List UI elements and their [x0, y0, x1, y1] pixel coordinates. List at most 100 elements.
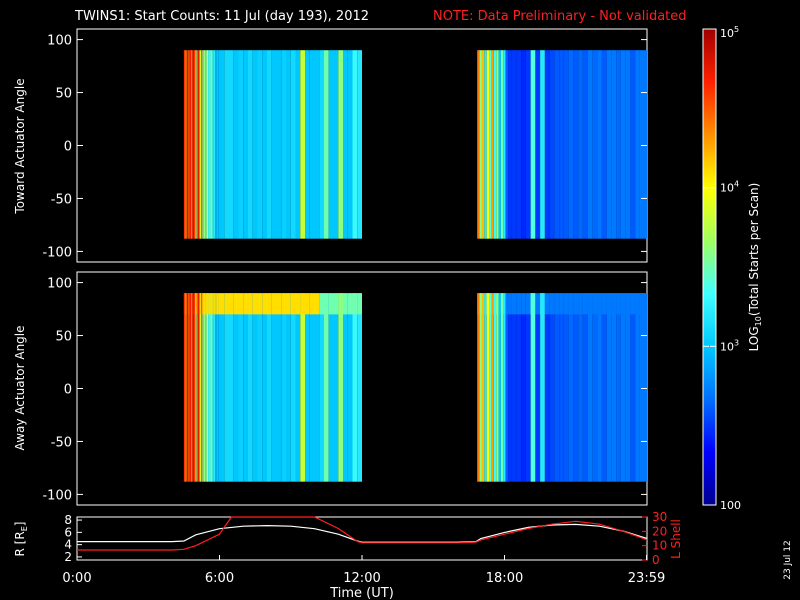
ytick-label: 100 — [47, 34, 72, 49]
heatmap-cell — [233, 293, 239, 482]
ytick-label: 50 — [55, 87, 72, 102]
heatmap-cell — [206, 293, 209, 482]
colorbar-tick-label: 100 — [720, 499, 741, 512]
heatmap-cell — [639, 293, 648, 482]
heatmap-band-cell — [554, 293, 560, 315]
heatmap-cell — [491, 50, 494, 239]
colorbar-tick-label: 103 — [720, 338, 739, 353]
heatmap-cell — [188, 50, 190, 239]
heatmap-cell — [582, 50, 588, 239]
heatmap-band-cell — [606, 293, 612, 315]
heatmap-cell — [212, 50, 214, 239]
heatmap-band-cell — [295, 293, 301, 315]
heatmap-band-cell — [601, 293, 607, 315]
heatmap-cell — [276, 50, 282, 239]
heatmap-cell — [347, 293, 353, 482]
heatmap-band-cell — [300, 293, 305, 315]
heatmap-cell — [505, 50, 509, 239]
heatmap-band-cell — [212, 293, 214, 315]
heatmap-cell — [597, 50, 602, 239]
heatmap-band-cell — [188, 293, 190, 315]
heatmap-cell — [218, 50, 220, 239]
heatmap-cell — [216, 50, 219, 239]
heatmap-cell — [601, 50, 607, 239]
heatmap-cell — [192, 50, 194, 239]
heatmap-cell — [343, 50, 348, 239]
heatmap-band-cell — [559, 293, 564, 315]
heatmap-cell — [630, 293, 636, 482]
ytick-label: 0 — [64, 383, 72, 398]
heatmap-band-cell — [238, 293, 244, 315]
heatmap-band-cell — [185, 293, 187, 315]
heatmap-cell — [554, 50, 560, 239]
heatmap-cell — [606, 50, 612, 239]
heatmap-band-cell — [343, 293, 348, 315]
heatmap-cell — [286, 50, 291, 239]
heatmap-cell — [511, 293, 517, 482]
heatmap-band-cell — [500, 293, 504, 315]
heatmap-band-cell — [208, 293, 210, 315]
orbit-left-ylabel: R [RE] — [13, 522, 29, 557]
heatmap-band-cell — [573, 293, 579, 315]
heatmap-cell — [625, 293, 631, 482]
heatmap-cell — [271, 293, 277, 482]
heatmap-band-cell — [328, 293, 334, 315]
heatmap-band-cell — [521, 293, 526, 315]
heatmap-band-cell — [198, 293, 200, 315]
heatmap-cell — [186, 293, 189, 482]
heatmap-band-cell — [489, 293, 492, 315]
heatmap-band-cell — [616, 293, 621, 315]
heatmap-cell — [314, 50, 320, 239]
heatmap-cell — [257, 293, 263, 482]
ytick-label: 0 — [64, 140, 72, 155]
heatmap-cell — [193, 293, 196, 482]
heatmap-cell — [489, 50, 492, 239]
heatmap-band-cell — [195, 293, 197, 315]
heatmap-cell — [338, 50, 343, 239]
heatmap-cell — [324, 50, 329, 239]
heatmap-cell — [493, 293, 497, 482]
heatmap-cell — [200, 50, 203, 239]
heatmap-cell — [503, 50, 506, 239]
ytick-label: -50 — [51, 192, 72, 207]
heatmap-cell — [210, 50, 213, 239]
heatmap-cell — [347, 50, 353, 239]
heatmap-cell — [252, 50, 258, 239]
heatmap-cell — [198, 50, 200, 239]
heatmap-band-cell — [286, 293, 291, 315]
heatmap-band-cell — [183, 293, 186, 315]
heatmap-cell — [616, 293, 621, 482]
heatmap-band-cell — [479, 293, 482, 315]
heatmap-cell — [199, 293, 201, 482]
ytick-label: -100 — [42, 488, 72, 503]
heatmap-cell — [530, 293, 536, 482]
heatmap-band-cell — [597, 293, 602, 315]
heatmap-cell — [195, 50, 197, 239]
heatmap-cell — [257, 50, 263, 239]
heatmap-cell — [486, 293, 490, 482]
heatmap-cell — [511, 50, 517, 239]
heatmap-cell — [489, 293, 492, 482]
heatmap-cell — [477, 50, 480, 239]
colorbar-tick-label: 104 — [720, 180, 739, 195]
heatmap-band-cell — [215, 293, 217, 315]
heatmap-cell — [540, 293, 545, 482]
heatmap-cell — [544, 50, 550, 239]
orbit-right-tick-label: 10 — [652, 539, 667, 553]
heatmap-cell — [208, 50, 210, 239]
heatmap-cell — [192, 293, 194, 482]
heatmap-cell — [525, 50, 531, 239]
l-shell-line — [77, 516, 648, 551]
colorbar-scale — [702, 28, 717, 506]
heatmap-cell — [635, 293, 640, 482]
heatmap-cell — [352, 293, 358, 482]
heatmap-band-cell — [271, 293, 277, 315]
heatmap-cell — [540, 50, 545, 239]
heatmap-band-cell — [549, 293, 555, 315]
heatmap-band-cell — [540, 293, 545, 315]
heatmap-band-cell — [210, 293, 213, 315]
colorbar-label: LOG10(Total Starts per Scan) — [747, 183, 763, 352]
heatmap-band-cell — [196, 293, 199, 315]
